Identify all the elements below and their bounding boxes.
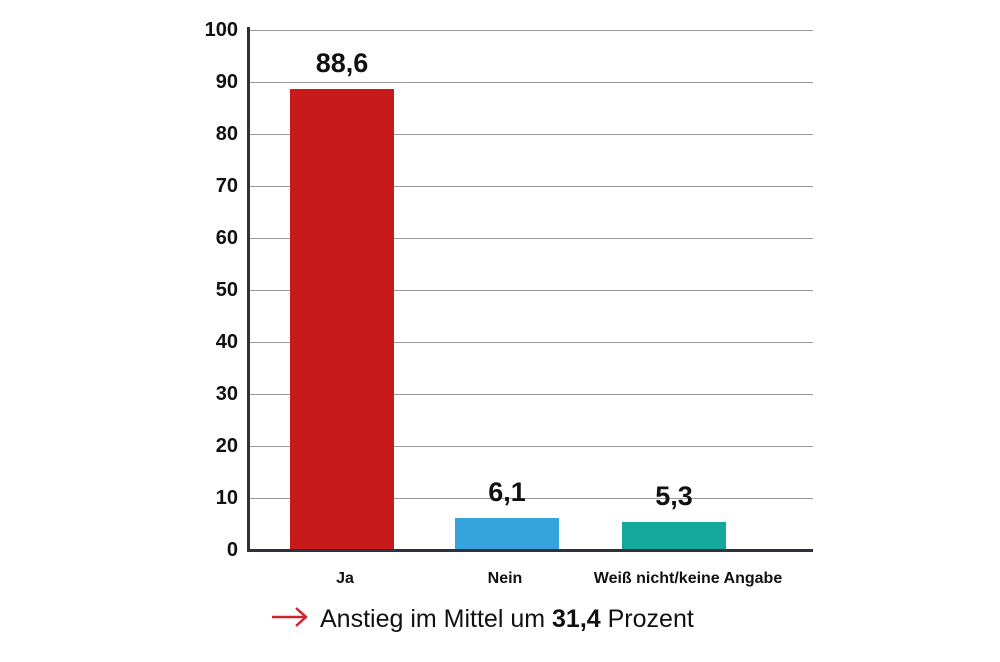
annotation-value: 31,4 (552, 605, 601, 633)
y-tick-label: 90 (215, 71, 238, 93)
value-label: 6,1 (488, 477, 526, 508)
y-axis-line (247, 27, 250, 552)
y-tick-label: 10 (215, 487, 238, 509)
bar-wei-nicht-keine-angabe (622, 522, 726, 550)
y-tick-label: 100 (204, 19, 238, 41)
y-tick-label: 80 (215, 123, 238, 145)
y-tick-label: 50 (215, 279, 238, 301)
gridline (250, 186, 813, 187)
x-category-label: Ja (336, 570, 354, 587)
y-tick-label: 0 (226, 539, 238, 561)
annotation: Anstieg im Mittel um 31,4 Prozent (270, 603, 810, 636)
gridline (250, 238, 813, 239)
value-label: 5,3 (655, 481, 693, 512)
y-tick-label: 60 (215, 227, 238, 249)
gridline (250, 446, 813, 447)
annotation-prefix: Anstieg im Mittel um (320, 605, 553, 633)
gridline (250, 394, 813, 395)
gridline (250, 134, 813, 135)
bar-ja (290, 89, 394, 550)
y-tick-label: 20 (215, 435, 238, 457)
y-tick-label: 30 (215, 383, 238, 405)
arrow-right-icon (270, 604, 310, 636)
x-category-label: Nein (487, 570, 523, 587)
x-category-label: Weiß nicht/keine Angabe (593, 570, 783, 587)
gridline (250, 342, 813, 343)
gridline (250, 498, 813, 499)
gridline (250, 30, 813, 31)
gridline (250, 290, 813, 291)
x-axis-line (247, 549, 813, 552)
annotation-suffix: Prozent (600, 605, 694, 633)
value-label: 88,6 (315, 48, 369, 79)
bar-nein (455, 518, 559, 550)
gridline (250, 82, 813, 83)
y-tick-label: 40 (215, 331, 238, 353)
y-tick-label: 70 (215, 175, 238, 197)
